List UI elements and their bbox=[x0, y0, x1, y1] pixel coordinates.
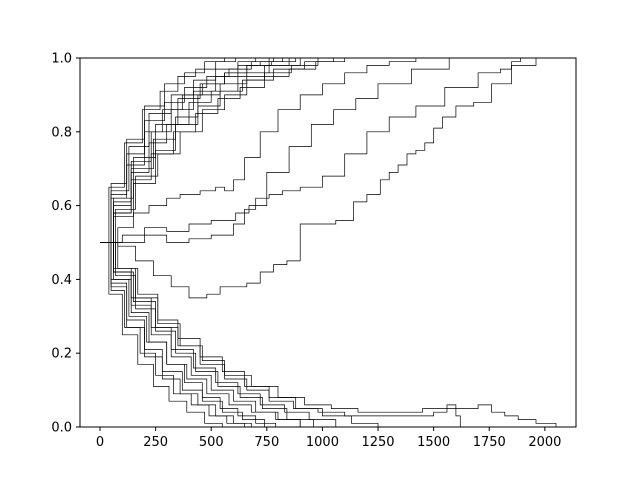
x-tick-label: 250 bbox=[143, 435, 168, 450]
series-line-11 bbox=[100, 58, 225, 243]
x-tick-label: 1500 bbox=[417, 435, 450, 450]
series-line-21 bbox=[100, 242, 265, 427]
x-tick-label: 1250 bbox=[361, 435, 394, 450]
y-tick-label: 1.0 bbox=[51, 52, 72, 67]
x-tick-label: 0 bbox=[96, 435, 104, 450]
series-line-16 bbox=[100, 58, 537, 299]
series-line-28 bbox=[100, 242, 301, 427]
series-line-24 bbox=[100, 242, 245, 427]
x-tick-label: 2000 bbox=[528, 435, 561, 450]
series-line-26 bbox=[100, 242, 461, 427]
series-line-7 bbox=[100, 58, 237, 243]
x-tick-label: 1000 bbox=[306, 435, 339, 450]
y-tick-label: 0.0 bbox=[51, 421, 72, 436]
y-tick-label: 0.2 bbox=[51, 347, 72, 362]
x-tick-label: 500 bbox=[199, 435, 224, 450]
series-line-23 bbox=[100, 242, 337, 427]
series-line-12 bbox=[100, 58, 346, 243]
series-line-14 bbox=[100, 58, 450, 243]
x-tick-label: 1750 bbox=[473, 435, 506, 450]
x-tick-label: 750 bbox=[254, 435, 279, 450]
series-line-13 bbox=[100, 58, 417, 243]
series-line-15 bbox=[100, 58, 521, 243]
plot-frame bbox=[79, 57, 577, 428]
y-tick-label: 0.4 bbox=[51, 273, 72, 288]
series-line-27 bbox=[100, 242, 557, 427]
series-line-25 bbox=[100, 242, 379, 427]
series-line-10 bbox=[100, 58, 319, 243]
y-tick-label: 0.8 bbox=[51, 125, 72, 140]
series-line-9 bbox=[100, 58, 270, 243]
series-line-19 bbox=[100, 242, 223, 427]
series-layer bbox=[100, 58, 557, 427]
axes-layer: 0 250 500 750 1000 1250 1500 1750 2000 0.0 0.2 0.4 0… bbox=[51, 52, 577, 450]
y-tick-label: 0.6 bbox=[51, 199, 72, 214]
series-line-3 bbox=[100, 58, 257, 243]
